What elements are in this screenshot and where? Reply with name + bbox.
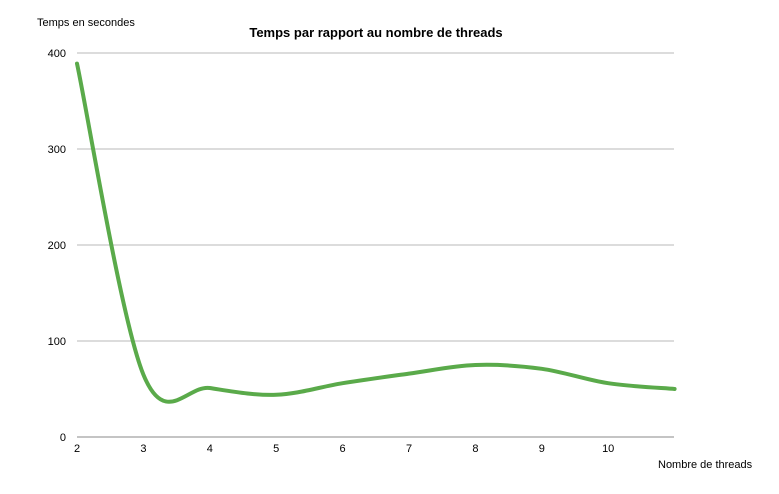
x-tick-label: 6 [340,443,346,455]
x-tick-label: 4 [207,443,213,455]
y-tick-label: 0 [60,432,66,444]
y-tick-label: 100 [48,336,66,348]
y-tick-label: 400 [48,48,66,60]
y-axis-label: Temps en secondes [37,17,135,29]
x-axis-label: Nombre de threads [658,459,753,471]
y-tick-label: 300 [48,144,66,156]
x-tick-label: 10 [602,443,614,455]
y-tick-label: 200 [48,240,66,252]
series-line [75,61,677,404]
gridlines [77,52,674,342]
x-tick-label: 8 [472,443,478,455]
x-tick-label: 5 [273,443,279,455]
x-tick-label: 3 [140,443,146,455]
x-tick-label: 7 [406,443,412,455]
series-group [75,61,677,404]
x-tick-label: 9 [539,443,545,455]
chart-title: Temps par rapport au nombre de threads [249,25,502,40]
x-axis-ticks: 2 3 4 5 6 7 8 9 10 [74,443,614,455]
y-axis-ticks: 0 100 200 300 400 [48,48,66,444]
x-tick-label: 2 [74,443,80,455]
